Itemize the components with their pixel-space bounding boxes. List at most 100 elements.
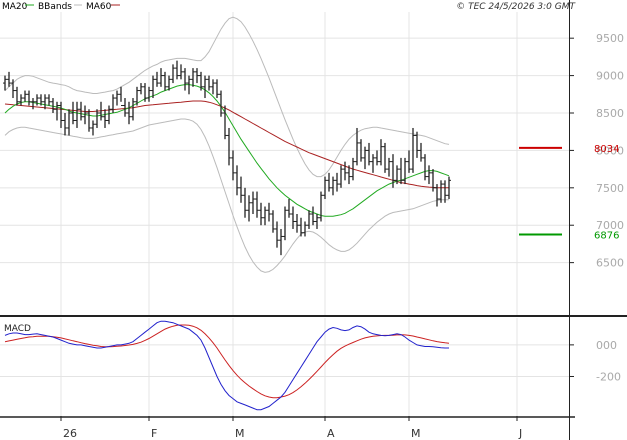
legend-bbands: BBands bbox=[38, 2, 72, 12]
ohlc-bar-87 bbox=[351, 157, 355, 181]
ohlc-bar-21 bbox=[87, 109, 91, 132]
ohlc-bar-94 bbox=[379, 139, 383, 166]
y-tick-7500: 7500 bbox=[596, 182, 624, 195]
y-tick-6500: 6500 bbox=[596, 257, 624, 270]
ohlc-bar-16 bbox=[67, 109, 71, 136]
ohlc-bar-37 bbox=[151, 75, 155, 99]
ohlc-bar-96 bbox=[387, 157, 391, 177]
ohlc-bar-57 bbox=[231, 150, 235, 181]
ohlc-bar-40 bbox=[163, 71, 167, 91]
ohlc-bar-106 bbox=[427, 165, 431, 185]
ohlc-bar-5 bbox=[23, 90, 27, 102]
ohlc-bar-102 bbox=[411, 127, 415, 173]
ohlc-bar-48 bbox=[195, 68, 199, 84]
ohlc-bar-72 bbox=[291, 206, 295, 229]
macd-signal-line bbox=[4, 324, 450, 399]
ohlc-bar-74 bbox=[299, 217, 303, 237]
ohlc-bar-105 bbox=[423, 154, 427, 181]
ohlc-bar-58 bbox=[235, 165, 239, 196]
copyright-text: © TEC 24/5/2026 3:0 GMT bbox=[456, 2, 576, 12]
ohlc-bar-85 bbox=[343, 161, 347, 181]
ohlc-bar-81 bbox=[327, 172, 331, 192]
ohlc-bar-97 bbox=[391, 154, 395, 188]
ohlc-bar-75 bbox=[303, 221, 307, 237]
ohlc-bar-82 bbox=[331, 176, 335, 196]
ohlc-bar-56 bbox=[227, 127, 231, 166]
ohlc-bar-52 bbox=[211, 79, 215, 95]
ohlc-bar-30 bbox=[123, 98, 127, 117]
macd-line bbox=[4, 320, 449, 411]
y-tick-7000: 7000 bbox=[596, 219, 624, 232]
x-tick-label-5: J bbox=[518, 427, 522, 440]
ohlc-bar-46 bbox=[187, 75, 191, 95]
ohlc-bar-95 bbox=[383, 142, 387, 173]
ohlc-bar-24 bbox=[99, 101, 103, 121]
ohlc-bar-2 bbox=[11, 79, 15, 99]
x-tick-label-2: M bbox=[235, 427, 245, 440]
ohlc-bar-91 bbox=[367, 142, 371, 166]
legend-ma60: MA60 bbox=[86, 2, 112, 12]
ohlc-bar-9 bbox=[39, 94, 43, 106]
ohlc-bar-89 bbox=[359, 139, 363, 162]
level-label-resistance: 8034 bbox=[594, 144, 619, 155]
ohlc-bar-10 bbox=[43, 94, 47, 110]
ohlc-bar-38 bbox=[155, 71, 159, 87]
ohlc-bar-110 bbox=[443, 180, 447, 203]
ohlc-bar-90 bbox=[363, 146, 367, 170]
ohlc-bar-88 bbox=[355, 127, 359, 166]
ohlc-bar-35 bbox=[143, 83, 147, 102]
legend: MA20 BBands MA60 bbox=[2, 2, 120, 12]
ohlc-bar-12 bbox=[51, 98, 55, 113]
ohlc-bar-13 bbox=[55, 101, 59, 121]
ohlc-bar-26 bbox=[107, 105, 111, 125]
x-tick-label-4: M bbox=[411, 427, 421, 440]
ohlc-bar-62 bbox=[251, 191, 255, 214]
ohlc-bar-50 bbox=[203, 75, 207, 99]
ohlc-bar-49 bbox=[199, 71, 203, 91]
ohlc-bar-108 bbox=[435, 184, 439, 207]
macd-y-tick-0: 000 bbox=[596, 339, 617, 352]
y-tick-9000: 9000 bbox=[596, 70, 624, 83]
ohlc-bar-31 bbox=[127, 101, 131, 125]
ohlc-bar-8 bbox=[35, 94, 39, 106]
ohlc-bar-71 bbox=[287, 199, 291, 218]
ohlc-bar-107 bbox=[431, 169, 435, 192]
ohlc-bar-77 bbox=[311, 206, 315, 226]
ohlc-bar-11 bbox=[47, 94, 51, 106]
legend-ma20: MA20 bbox=[2, 2, 28, 12]
ohlc-bar-78 bbox=[315, 214, 319, 229]
ohlc-bar-103 bbox=[415, 131, 419, 158]
ohlc-bar-3 bbox=[15, 86, 19, 106]
ohlc-bar-22 bbox=[91, 120, 95, 136]
y-tick-8000: 8000 bbox=[596, 144, 624, 157]
ohlc-bar-20 bbox=[83, 105, 87, 125]
ohlc-bar-6 bbox=[27, 90, 31, 106]
ohlc-bar-64 bbox=[259, 202, 263, 226]
axis-tick-labels: 6500 7000 7500 8000 8500 9000 9500 000 -200 26 F M A… bbox=[60, 32, 624, 440]
macd-y-tick-1: -200 bbox=[596, 370, 621, 383]
macd-panel-title: MACD bbox=[4, 324, 31, 334]
ohlc-bar-27 bbox=[111, 94, 115, 113]
ohlc-bar-29 bbox=[119, 86, 123, 107]
ohlc-bar-44 bbox=[179, 64, 183, 80]
ohlc-bar-92 bbox=[371, 154, 375, 173]
ohlc-bar-14 bbox=[59, 101, 63, 128]
x-tick-label-3: A bbox=[327, 427, 335, 440]
level-label-support: 6876 bbox=[594, 230, 619, 241]
ohlc-bar-4 bbox=[19, 94, 23, 106]
x-tick-label-0: 26 bbox=[63, 427, 77, 440]
ohlc-bar-32 bbox=[131, 98, 135, 121]
price-ohlc-bars bbox=[3, 60, 451, 256]
ohlc-bar-34 bbox=[139, 83, 143, 95]
ohlc-bar-18 bbox=[75, 101, 79, 128]
ohlc-bar-76 bbox=[307, 210, 311, 229]
ma20-line bbox=[4, 84, 450, 217]
macd-lines bbox=[4, 320, 450, 411]
ohlc-bar-28 bbox=[115, 90, 119, 106]
ohlc-bar-45 bbox=[183, 68, 187, 91]
ohlc-bar-61 bbox=[247, 195, 251, 222]
ohlc-bar-66 bbox=[267, 202, 271, 222]
ohlc-bar-73 bbox=[295, 214, 299, 233]
